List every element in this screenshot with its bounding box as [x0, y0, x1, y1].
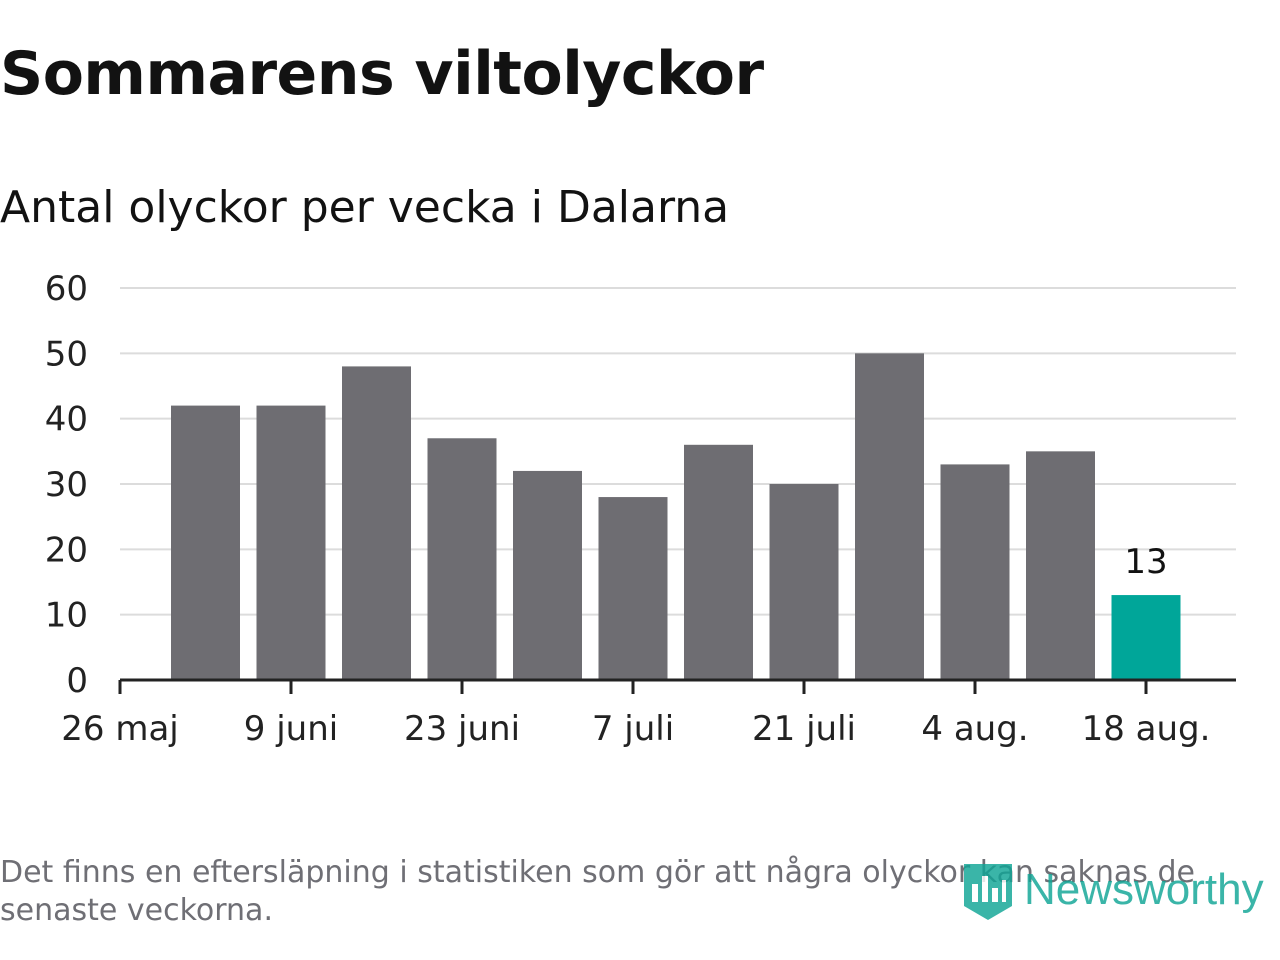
bar: [513, 470, 582, 680]
logo-text: Newsworthy: [1024, 865, 1264, 914]
bar: [1026, 451, 1095, 680]
y-tick-label: 20: [45, 530, 88, 570]
newsworthy-logo: Newsworthy: [962, 858, 1264, 922]
bar: [598, 497, 668, 680]
bar-chart-shield-icon: [964, 864, 1012, 920]
chart-title: Sommarens viltolyckor: [0, 39, 764, 109]
bar: [769, 484, 839, 680]
bar: [684, 444, 753, 680]
data-label: 13: [1124, 542, 1167, 582]
y-tick-label: 30: [45, 465, 88, 505]
bar: [940, 464, 1010, 680]
x-tick-label: 23 juni: [404, 709, 520, 749]
x-tick-label: 26 maj: [61, 709, 178, 749]
y-tick-label: 50: [45, 334, 88, 374]
y-tick-label: 0: [66, 661, 88, 701]
y-tick-label: 60: [45, 269, 88, 309]
x-tick-label: 18 aug.: [1082, 709, 1211, 749]
x-tick-label: 9 juni: [244, 709, 338, 749]
x-tick-label: 21 juli: [752, 709, 856, 749]
bar: [1111, 595, 1181, 680]
bar: [855, 353, 924, 680]
x-tick-label: 4 aug.: [921, 709, 1028, 749]
chart-subtitle: Antal olyckor per vecka i Dalarna: [0, 182, 730, 233]
y-tick-label: 10: [45, 596, 88, 636]
bar: [171, 405, 240, 680]
bar: [256, 405, 326, 680]
x-tick-label: 7 juli: [592, 709, 674, 749]
bar: [427, 438, 497, 680]
y-tick-label: 40: [45, 400, 88, 440]
bar-chart: 0 10 20 30 40 50 60 13 26 maj 9 juni 23 juni 7 juli…: [45, 269, 1236, 749]
bar: [342, 366, 411, 680]
